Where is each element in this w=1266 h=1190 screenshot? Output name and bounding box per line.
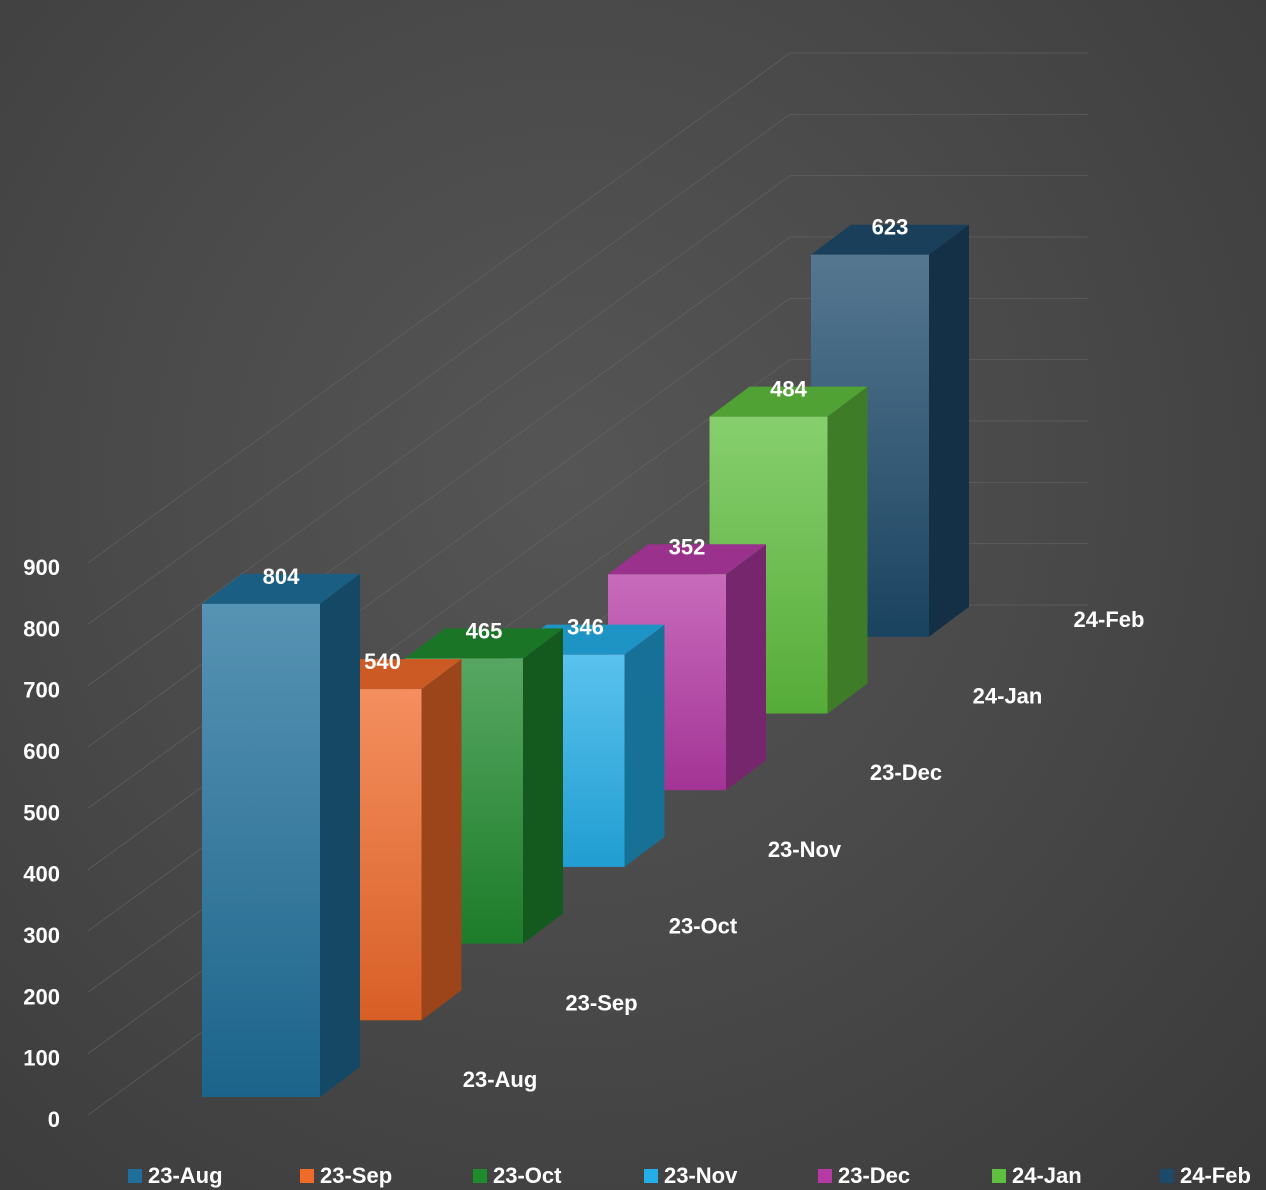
data-label-23-Oct: 465 (466, 618, 503, 643)
data-labels: 623 484 352 346 465 540 804 (263, 215, 909, 674)
y-tick-label: 500 (23, 800, 60, 825)
x-tick-label-24-Jan: 24-Jan (973, 684, 1043, 709)
bar-top-face (709, 386, 868, 417)
bar-top-face (608, 544, 766, 575)
x-tick-label-23-Aug: 23-Aug (463, 1067, 538, 1092)
x-tick-label-23-Nov: 23-Nov (768, 837, 842, 862)
x-axis-labels: 24-Feb 24-Jan 23-Dec 23-Nov 23-Oct 23-Sep 23-A… (463, 607, 1145, 1092)
gridline-diagonal (87, 113, 791, 625)
bar-side-face (523, 628, 563, 944)
data-label-23-Nov: 346 (567, 615, 604, 640)
bar-side-face (320, 573, 360, 1097)
legend-item-23-Nov: 23-Nov (644, 1162, 737, 1190)
legend-label: 23-Nov (664, 1163, 738, 1188)
legend-label: 23-Oct (493, 1163, 562, 1188)
y-tick-label: 900 (23, 555, 60, 580)
x-tick-label-23-Dec: 23-Dec (870, 760, 942, 785)
bar-23-Aug (202, 573, 360, 1097)
legend-label: 24-Feb (1180, 1163, 1251, 1188)
data-label-24-Feb: 623 (872, 215, 909, 240)
legend-swatch (644, 1169, 658, 1183)
legend-label: 23-Sep (320, 1163, 393, 1188)
y-tick-label: 0 (48, 1107, 60, 1132)
legend-item-23-Aug: 23-Aug (128, 1162, 223, 1190)
bar-side-face (624, 624, 665, 867)
bar-side-face (827, 386, 868, 714)
y-axis-ticks: 0 100 200 300 400 500 600 700 800 900 (23, 555, 60, 1132)
bar-side-face (726, 544, 766, 791)
bar-top-face (811, 224, 969, 255)
legend-item-23-Sep: 23-Sep (300, 1162, 392, 1190)
gridline-diagonal (87, 175, 791, 687)
legend-label: 24-Jan (1012, 1163, 1082, 1188)
legend-label: 23-Dec (838, 1163, 911, 1188)
x-tick-label-23-Oct: 23-Oct (669, 914, 738, 939)
y-tick-label: 100 (23, 1046, 60, 1071)
data-label-24-Jan: 484 (770, 377, 807, 402)
legend: 23-Aug 23-Sep 23-Oct 23-Nov 23-Dec 24-Jan 24-F… (0, 1162, 1266, 1190)
x-tick-label-23-Sep: 23-Sep (565, 990, 637, 1015)
x-tick-label-24-Feb: 24-Feb (1074, 607, 1145, 632)
legend-swatch (128, 1169, 142, 1183)
legend-item-24-Feb: 24-Feb (1160, 1162, 1251, 1190)
bar-top-face (202, 573, 360, 604)
gridline-diagonal (87, 52, 791, 564)
y-tick-label: 400 (23, 862, 60, 887)
legend-swatch (818, 1169, 832, 1183)
y-tick-label: 800 (23, 616, 60, 641)
y-tick-label: 300 (23, 923, 60, 948)
legend-swatch (992, 1169, 1006, 1183)
legend-item-23-Oct: 23-Oct (473, 1162, 561, 1190)
data-label-23-Sep: 540 (364, 649, 401, 674)
bar-front-face (202, 603, 320, 1097)
bar-top-face (405, 628, 563, 659)
legend-swatch (300, 1169, 314, 1183)
y-tick-label: 600 (23, 739, 60, 764)
legend-label: 23-Aug (148, 1163, 223, 1188)
legend-item-24-Jan: 24-Jan (992, 1162, 1082, 1190)
y-tick-label: 700 (23, 678, 60, 703)
bar-side-face (421, 659, 462, 1021)
y-tick-label: 200 (23, 984, 60, 1009)
bar-side-face (929, 224, 969, 637)
bars (202, 224, 969, 1097)
data-label-23-Aug: 804 (263, 564, 300, 589)
legend-swatch (473, 1169, 487, 1183)
data-label-23-Dec: 352 (669, 534, 706, 559)
legend-swatch (1160, 1169, 1174, 1183)
legend-item-23-Dec: 23-Dec (818, 1162, 910, 1190)
chart-plot: 0 100 200 300 400 500 600 700 800 900 24-Feb 24-Ja… (23, 52, 1145, 1132)
